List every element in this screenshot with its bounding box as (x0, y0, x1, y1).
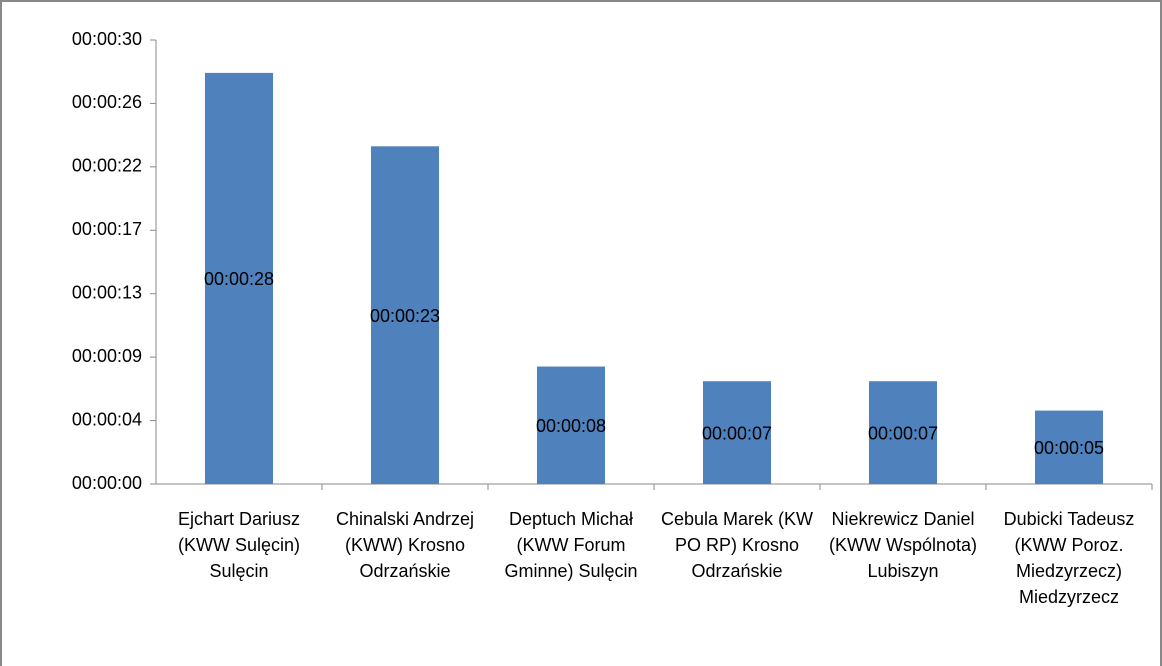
x-tick-label: Chinalski Andrzej (KWW) Krosno Odrzański… (335, 509, 475, 581)
x-tick-label: Dubicki Tadeusz (KWW Poroz. Miedzyrzecz)… (1003, 509, 1135, 607)
bar (1034, 410, 1104, 484)
data-label: 00:00:28 (204, 269, 274, 289)
y-tick-label: 00:00:22 (72, 156, 142, 176)
data-label: 00:00:07 (702, 423, 772, 443)
data-label: 00:00:08 (536, 416, 606, 436)
bar (204, 72, 274, 484)
y-tick-label: 00:00:00 (72, 473, 142, 493)
bar (536, 366, 606, 484)
data-label: 00:00:05 (1034, 438, 1104, 458)
x-tick-label: Cebula Marek (KW PO RP) Krosno Odrzański… (660, 509, 814, 581)
y-tick-label: 00:00:26 (72, 92, 142, 112)
x-tick-label: Deptuch Michał (KWW Forum Gminne) Sulęci… (504, 509, 638, 581)
x-tick-label: Ejchart Dariusz (KWW Sulęcin) Sulęcin (177, 509, 301, 581)
x-tick-label: Niekrewicz Daniel (KWW Wspólnota) Lubisz… (828, 509, 978, 581)
y-tick-label: 00:00:17 (72, 219, 142, 239)
y-tick-label: 00:00:13 (72, 282, 142, 302)
bar (702, 381, 772, 484)
data-label: 00:00:07 (868, 423, 938, 443)
data-label: 00:00:23 (370, 306, 440, 326)
bar (370, 146, 440, 485)
y-tick-label: 00:00:30 (72, 29, 142, 49)
y-tick-label: 00:00:09 (72, 346, 142, 366)
y-tick-label: 00:00:04 (72, 409, 142, 429)
bar (868, 381, 938, 484)
